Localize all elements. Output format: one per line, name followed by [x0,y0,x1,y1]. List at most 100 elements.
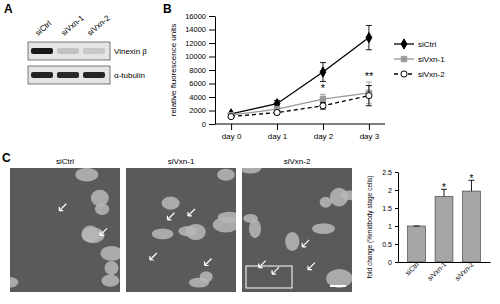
legend: siCtrlsiVxn-1siVxn-2 [394,39,445,79]
bar-chart: 00.511.522.5siCtrlsiVxn-1siVxn-2fold cha… [366,169,491,282]
bar [435,196,453,262]
tick-label: 8000 [189,66,206,75]
tick-mark [209,30,215,31]
cell [218,212,236,223]
cell [75,168,98,181]
blot-band [83,72,105,78]
axis-line [215,17,216,125]
cell [104,261,118,275]
tick-label: 0.5 [382,241,392,248]
blot-panel: siCtrlsiVxn-1siVxn-2Vinexin βα-tubulin [28,13,147,84]
cell [249,219,261,238]
cell [186,224,206,240]
micrograph-label: siCtrl [56,157,74,166]
plot-area [228,25,372,119]
cell [152,229,174,240]
blot-band [31,72,53,78]
micrograph-label: siVxn-1 [168,157,195,166]
tick-label: day 3 [360,132,380,141]
cell [101,275,119,287]
panel-label: A [4,2,13,16]
blot-band [31,48,53,54]
marker [228,109,234,119]
marker [228,113,234,119]
panel-label: C [2,151,11,165]
annotation: ** [365,70,374,82]
micrograph-label: siVxn-2 [284,157,311,166]
error-bar [320,102,326,109]
marker [320,103,326,109]
tick-mark [209,43,215,44]
axis-line [398,173,399,263]
tick-mark [395,190,398,191]
x-axis: day 0 day 1 day 2 day 3 [215,124,385,141]
marker [274,109,280,115]
tick-label: 2 [388,187,392,194]
lane-label: siCtrl [34,19,54,38]
y-axis: 0200040006000800010000120001400016000 [185,12,215,129]
panel-label: B [163,2,172,16]
tick-mark [395,244,398,245]
row-label: α-tubulin [114,71,145,80]
arrow [100,228,107,235]
marker [366,33,372,43]
blot-band [57,72,79,78]
cell [312,223,335,234]
legend-label: siCtrl [418,40,436,49]
tick-label: day 2 [314,132,334,141]
scale-bar [330,285,346,287]
series-line [231,93,369,115]
cell [285,232,299,251]
tick-mark [231,124,232,130]
line-chart: 0200040006000800010000120001400016000day… [169,12,445,141]
arrow [188,209,195,216]
micrograph [242,168,352,292]
tick-label: 14000 [185,25,206,34]
cell [217,169,235,181]
inset [246,266,292,288]
tick-mark [323,124,324,130]
annotation: * [321,82,326,94]
blot-band [57,48,79,54]
tick-mark [209,97,215,98]
tick-label: 2.5 [382,169,392,176]
marker [320,67,326,77]
error-bar [366,86,372,106]
annotation: * [470,173,474,184]
lane-label: siVxn-2 [86,13,113,37]
tick-mark [209,16,215,17]
marker [366,93,372,99]
marker [320,96,325,101]
legend-label: siVxn-1 [418,55,445,64]
legend-marker [401,39,407,49]
micrographs: siCtrl siVxn-1 siVxn-2 [2,157,363,292]
tick-label: 2000 [189,106,206,115]
y-axis-title: fold change (%midbody stage cells) [366,176,374,279]
tick-label: siCtrl [404,260,421,277]
cell [10,277,18,288]
tick-mark [277,124,278,130]
arrow [59,204,66,211]
axis-line [215,124,385,125]
legend-marker [401,71,407,77]
tick-label: day 1 [268,132,288,141]
cell [189,278,209,288]
tick-mark [209,84,215,85]
annotation: * [442,182,446,193]
cell [100,246,120,261]
arrow [302,240,309,247]
tick-mark [395,172,398,173]
y-axis-title: relative fluorescence units [169,24,178,117]
error-bar [414,226,420,227]
tick-mark [395,226,398,227]
tick-label: 4000 [189,93,206,102]
blot-strip [28,42,110,60]
tick-label: day 0 [222,132,242,141]
micrograph [10,168,120,292]
arrow [259,261,266,268]
figure: A B CsiCtrlsiVxn-1siVxn-2Vinexin βα-tubuli… [0,0,500,304]
series-line [231,38,369,114]
micrograph-bg [242,168,352,292]
tick-label: 1 [388,223,392,230]
arrow [167,213,174,220]
